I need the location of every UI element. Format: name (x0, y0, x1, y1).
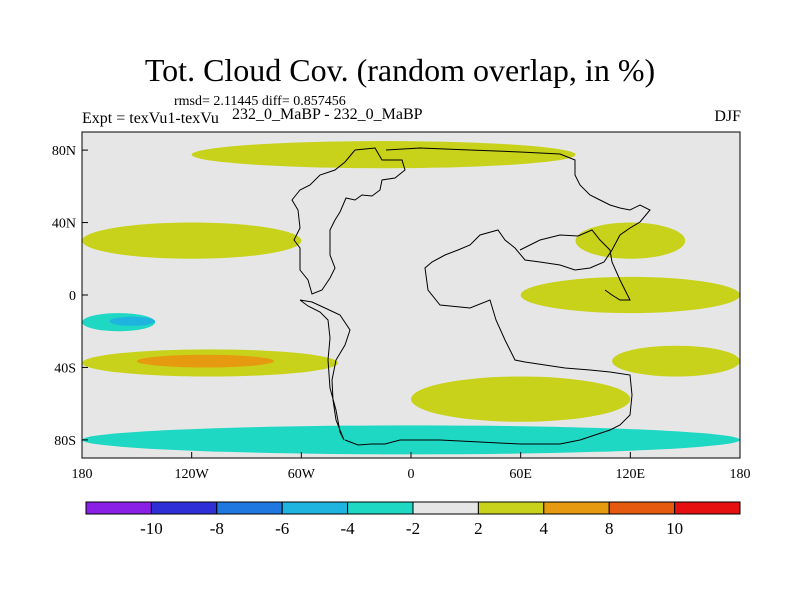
colorbar-swatch (86, 502, 151, 514)
colorbar-swatch (413, 502, 478, 514)
field-region (411, 377, 630, 422)
colorbar-label: -4 (341, 519, 356, 538)
field-region (192, 141, 576, 168)
map-chart: 180 120W 60W 0 60E 120E 180 80N40N040S80S -10-… (0, 0, 800, 600)
colorbar-label: -6 (275, 519, 289, 538)
colorbar-label: 2 (474, 519, 483, 538)
y-tick-label: 80S (54, 434, 76, 449)
colorbar-label: 4 (540, 519, 549, 538)
colorbar-swatch (478, 502, 543, 514)
colorbar-swatch (544, 502, 609, 514)
x-tick-label: 120E (616, 467, 646, 482)
colorbar-label: -2 (406, 519, 420, 538)
colorbar-label: -10 (140, 519, 163, 538)
colorbar-swatch (348, 502, 413, 514)
x-tick-label: 120W (175, 467, 210, 482)
colorbar-swatch (151, 502, 216, 514)
plot-area (82, 132, 740, 458)
colorbar-swatch (675, 502, 740, 514)
y-tick-label: 40S (54, 361, 76, 376)
field-region (612, 346, 740, 377)
y-tick-label: 0 (69, 289, 76, 304)
x-tick-label: 60W (288, 467, 316, 482)
field-region (82, 223, 301, 259)
y-tick-label: 80N (52, 144, 76, 159)
colorbar-swatch (609, 502, 674, 514)
x-tick-label: 60E (509, 467, 532, 482)
x-tick-label: 0 (408, 467, 415, 482)
colorbar-label: 10 (666, 519, 683, 538)
colorbar-label: -8 (210, 519, 224, 538)
field-region (521, 277, 740, 313)
colorbar-label: 8 (605, 519, 614, 538)
x-tick-label: 180 (730, 467, 751, 482)
colorbar: -10 -8 -6 -4 -2 2 4 8 10 (86, 502, 740, 538)
field-region (109, 317, 155, 326)
field-region (137, 355, 274, 368)
x-tick-label: 180 (72, 467, 93, 482)
colorbar-swatch (217, 502, 282, 514)
y-tick-label: 40N (52, 217, 76, 232)
colorbar-swatch (282, 502, 347, 514)
